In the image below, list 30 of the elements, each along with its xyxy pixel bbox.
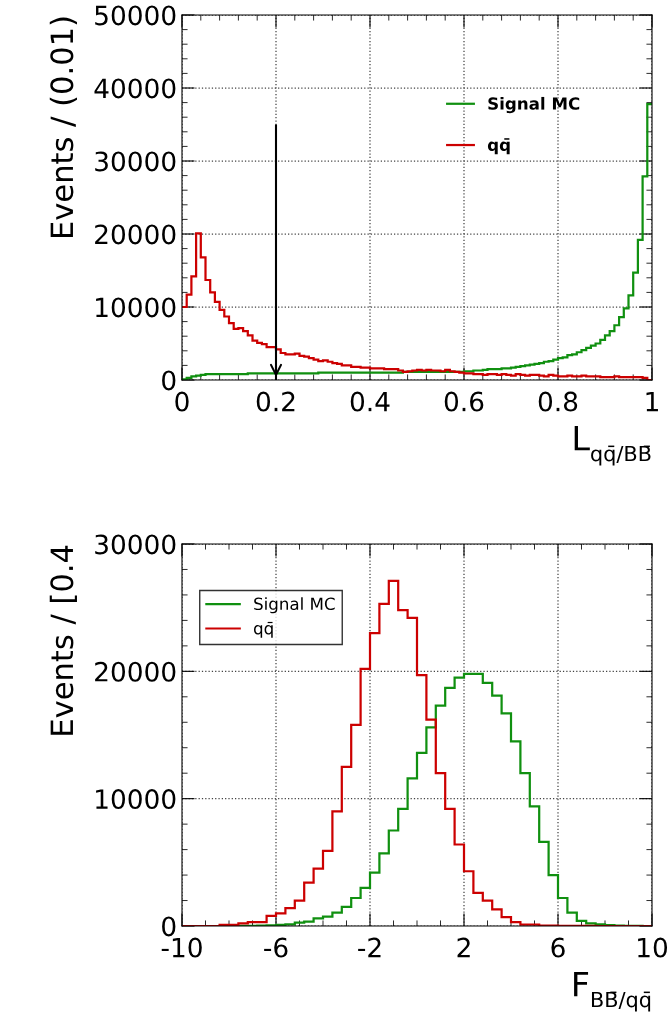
- x-tick-label: -2: [358, 937, 381, 958]
- legend-label: Signal MC: [254, 597, 335, 614]
- y-tick-label: 40000: [94, 78, 176, 99]
- y-tick-label: 20000: [95, 224, 176, 245]
- x-axis-title: Lqq̄/BB̄: [574, 426, 651, 466]
- y-tick-label: 10000: [96, 789, 176, 810]
- x-tick-label: 0.4: [350, 391, 390, 412]
- legend-label: Signal MC: [488, 96, 580, 114]
- y-tick-label: 30000: [95, 151, 176, 172]
- y-tick-label: 0: [162, 370, 176, 391]
- y-tick-label: 10000: [96, 297, 176, 318]
- x-tick-label: 0.6: [444, 391, 484, 412]
- x-tick-label: 0.2: [256, 391, 295, 412]
- x-tick-label: 6: [551, 937, 565, 958]
- x-tick-label: 1: [646, 391, 658, 412]
- x-tick-label: 0: [175, 391, 189, 412]
- y-axis-title: Events / (0.01): [49, 17, 77, 238]
- x-tick-label: -6: [264, 937, 288, 958]
- y-tick-label: 0: [162, 916, 176, 937]
- x-axis-title: FBB̄/qq̄: [574, 972, 651, 1012]
- x-tick-label: 2: [457, 937, 470, 958]
- y-tick-label: 20000: [95, 661, 176, 682]
- legend-label: qq̄: [253, 621, 273, 638]
- y-tick-label: 50000: [95, 5, 176, 26]
- y-axis-title: Events / [0.4: [49, 545, 77, 735]
- x-tick-label: 0.8: [538, 391, 578, 412]
- y-tick-label: 30000: [95, 534, 176, 555]
- x-tick-label: 10: [638, 937, 668, 958]
- x-tick-label: -10: [161, 937, 202, 958]
- legend-label: qq̄: [487, 138, 510, 155]
